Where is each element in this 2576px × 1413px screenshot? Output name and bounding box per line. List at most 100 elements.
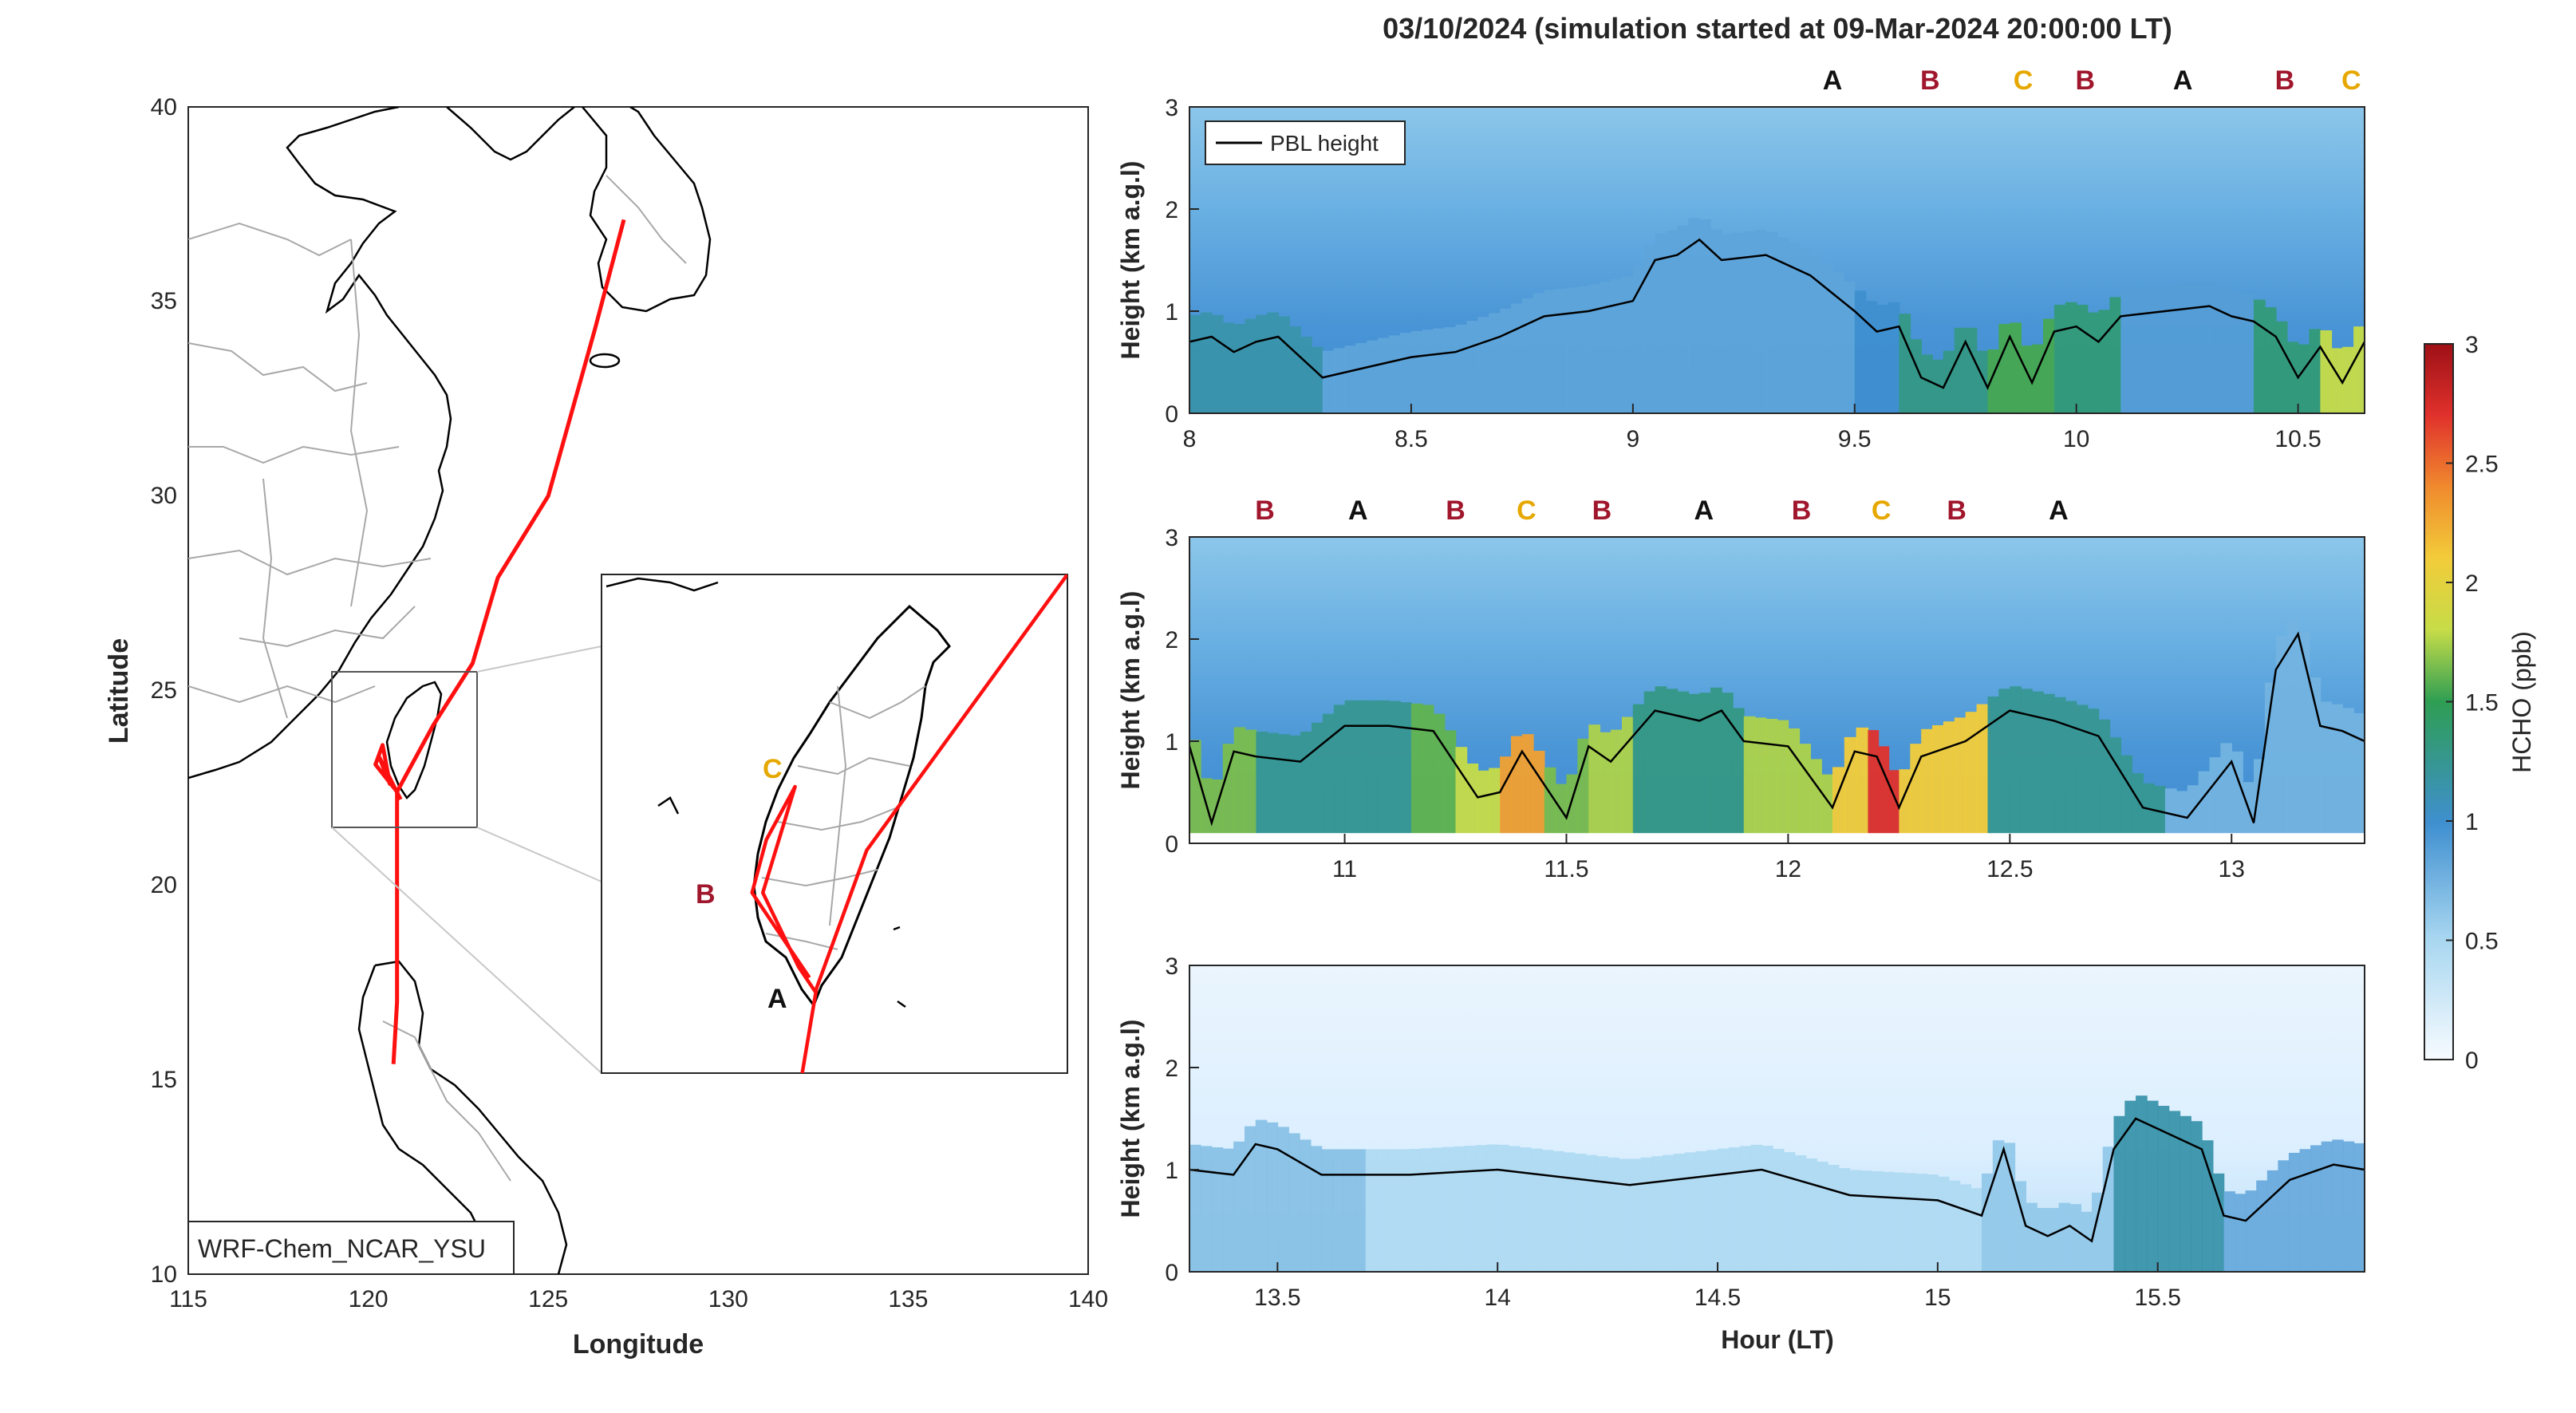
hcho-cell — [1477, 317, 1489, 413]
hcho-cell — [2298, 631, 2310, 843]
hcho-cell — [2187, 785, 2199, 843]
hcho-cell — [2198, 281, 2211, 413]
hcho-cell — [1278, 734, 1290, 843]
hcho-cell — [1533, 293, 1545, 413]
hcho-cell — [2132, 773, 2144, 843]
map-y-tick: 35 — [151, 288, 177, 314]
map-x-label: Longitude — [573, 1329, 704, 1360]
hcho-cell — [1541, 1150, 1553, 1272]
hcho-cell — [1743, 716, 1756, 843]
hcho-cell — [2299, 1149, 2311, 1272]
hcho-cell — [1596, 1156, 1608, 1272]
hcho-cell — [1878, 746, 1890, 843]
site-label-b: B — [2076, 65, 2096, 96]
hcho-cell — [1511, 303, 1523, 413]
hcho-cell — [1882, 1171, 1895, 1272]
site-label-a: A — [1823, 65, 1843, 96]
x-tick-label: 13.5 — [1254, 1285, 1300, 1311]
y-tick-label: 0 — [1165, 831, 1178, 858]
hcho-cell — [2332, 1139, 2344, 1272]
hcho-cell — [1245, 1126, 1256, 1272]
hcho-cell — [1489, 768, 1501, 843]
map-y-tick: 40 — [151, 94, 177, 120]
hcho-cell — [1444, 327, 1457, 413]
map-y-label: Latitude — [104, 638, 134, 744]
hcho-cell — [1844, 736, 1857, 843]
hcho-cell — [1921, 728, 1933, 843]
x-tick-label: 9.5 — [1838, 426, 1872, 452]
hcho-cell — [1732, 232, 1745, 413]
hcho-cell — [1222, 744, 1235, 843]
hcho-cell — [1799, 247, 1811, 413]
hcho-cell — [1765, 719, 1778, 843]
colorbar-label: HCHO (ppb) — [2507, 631, 2536, 773]
hcho-cell — [1965, 327, 1978, 413]
hcho-cell — [2342, 346, 2354, 413]
hcho-cell — [1454, 1146, 1466, 1272]
hcho-cell — [1497, 1144, 1509, 1272]
hcho-cell — [1544, 290, 1556, 413]
site-label-c: C — [1872, 495, 1892, 526]
hcho-cell — [1666, 231, 1679, 413]
hcho-cell — [2010, 322, 2022, 413]
hcho-cell — [1810, 759, 1822, 843]
hcho-cell — [2069, 1204, 2081, 1272]
hcho-cell — [1992, 1140, 2005, 1272]
hcho-cell — [1688, 218, 1700, 413]
hcho-cell — [1344, 345, 1357, 413]
hcho-cell — [2113, 1115, 2126, 1272]
hcho-cell — [1500, 308, 1512, 413]
hcho-cell — [2353, 1143, 2365, 1272]
hcho-cell — [1321, 1149, 1334, 1272]
hcho-cell — [2043, 693, 2055, 843]
map-x-tick: 115 — [169, 1286, 207, 1312]
hcho-cell — [2098, 310, 2111, 413]
inset-marker-a: A — [767, 984, 787, 1014]
hcho-cell — [1699, 693, 1711, 843]
hcho-cell — [1233, 727, 1246, 843]
hcho-cell — [1910, 744, 1922, 843]
hcho-cell — [1998, 324, 2011, 413]
inset-connector-mid — [476, 827, 602, 882]
hcho-cell — [1688, 693, 1700, 843]
site-label-b: B — [1446, 495, 1466, 526]
hcho-cell — [2220, 743, 2232, 843]
hcho-missing-band — [1189, 833, 2365, 843]
map-x-ticks: 115 120 125 130 135 140 — [169, 1286, 1108, 1312]
site-label-b: B — [1792, 495, 1812, 526]
x-tick-label: 8.5 — [1395, 426, 1428, 452]
hcho-cell — [1677, 225, 1690, 413]
hcho-cell — [1754, 717, 1767, 843]
colorbar-tick-label: 0.5 — [2465, 929, 2499, 955]
hcho-cell — [1333, 348, 1346, 413]
inset-flight-track — [800, 574, 1067, 1073]
hcho-cell — [1600, 732, 1611, 843]
hcho-cell — [2032, 691, 2044, 843]
hcho-cell — [1300, 732, 1312, 843]
hcho-cell — [1245, 318, 1257, 413]
hcho-cell — [2286, 617, 2299, 843]
hcho-cell — [1856, 727, 1869, 843]
hcho-cell — [1477, 770, 1489, 843]
panel3-x-ticks: 13.5 14 14.5 15 15.5 — [1254, 1262, 2181, 1311]
panel1-x-ticks: 8 8.5 9 9.5 10 10.5 — [1183, 404, 2322, 452]
y-tick-label: 1 — [1165, 729, 1178, 756]
colorbar-ticks: 0 0.5 1 1.5 2 2.5 3 — [2446, 332, 2499, 1074]
hcho-cell — [1827, 1165, 1840, 1272]
hcho-cell — [2288, 1152, 2301, 1272]
hcho-cell — [2053, 697, 2066, 843]
hcho-cell — [1311, 346, 1324, 413]
hcho-cell — [2254, 759, 2266, 843]
korea-coastline — [446, 107, 712, 313]
china-coastline — [188, 107, 452, 780]
hcho-cell — [1954, 327, 1967, 413]
panel3-pbl-line — [1189, 1117, 2365, 1243]
hcho-cell — [1389, 701, 1401, 843]
hcho-cell — [1433, 328, 1446, 413]
hcho-cell — [2109, 297, 2122, 413]
panel1-frame — [1189, 106, 2365, 414]
hcho-cell — [1611, 729, 1623, 843]
hcho-cell — [1245, 729, 1257, 843]
hcho-cell — [2191, 1121, 2203, 1272]
hcho-cell — [1643, 244, 1656, 413]
